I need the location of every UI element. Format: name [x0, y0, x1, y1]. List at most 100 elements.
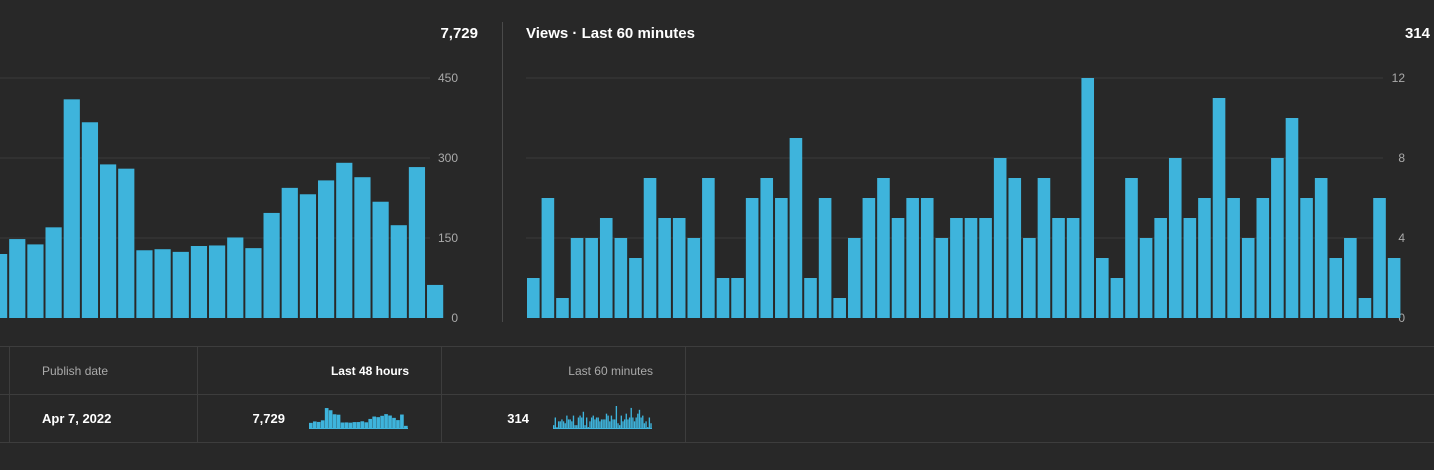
- bar[interactable]: [27, 244, 44, 318]
- bar[interactable]: [760, 178, 774, 318]
- sparkline-bar: [340, 422, 345, 429]
- bar[interactable]: [1329, 258, 1343, 318]
- bar[interactable]: [702, 178, 715, 318]
- bar[interactable]: [45, 227, 62, 318]
- sparkline-bar: [559, 421, 561, 429]
- header-last-48-hours[interactable]: Last 48 hours: [330, 364, 409, 378]
- bar[interactable]: [209, 245, 226, 318]
- bar[interactable]: [318, 180, 335, 318]
- column-divider: [441, 346, 442, 443]
- bar[interactable]: [1373, 198, 1386, 318]
- sparkline-bar: [556, 427, 558, 429]
- bar[interactable]: [408, 167, 426, 318]
- bar[interactable]: [599, 218, 613, 318]
- bar[interactable]: [731, 278, 744, 318]
- sparkline-bar: [348, 422, 353, 429]
- bar[interactable]: [629, 258, 642, 318]
- bar[interactable]: [775, 198, 788, 318]
- bar[interactable]: [614, 238, 628, 318]
- bar[interactable]: [527, 278, 540, 318]
- bar[interactable]: [818, 198, 832, 318]
- bar[interactable]: [862, 198, 876, 318]
- header-publish-date[interactable]: Publish date: [42, 364, 109, 378]
- bar[interactable]: [672, 218, 686, 318]
- bar[interactable]: [1212, 98, 1226, 318]
- bar[interactable]: [541, 198, 555, 318]
- bar[interactable]: [263, 212, 280, 318]
- cell-last-60-minutes-value: 314: [507, 411, 529, 426]
- bar[interactable]: [1066, 218, 1080, 318]
- bar[interactable]: [993, 158, 1007, 318]
- bar[interactable]: [906, 198, 919, 318]
- bar[interactable]: [950, 218, 963, 318]
- bar[interactable]: [0, 254, 8, 318]
- bar[interactable]: [100, 164, 117, 318]
- bar[interactable]: [1198, 198, 1211, 318]
- bar[interactable]: [227, 237, 244, 318]
- bar[interactable]: [935, 238, 949, 318]
- bar[interactable]: [877, 178, 890, 318]
- bar[interactable]: [1110, 278, 1124, 318]
- bar[interactable]: [390, 225, 407, 318]
- bar[interactable]: [643, 178, 657, 318]
- bar[interactable]: [245, 248, 262, 318]
- bar[interactable]: [556, 298, 569, 318]
- bar[interactable]: [336, 162, 353, 318]
- bar[interactable]: [299, 194, 317, 318]
- bar[interactable]: [570, 238, 584, 318]
- sparkline-bar: [605, 413, 608, 429]
- bar[interactable]: [1241, 238, 1255, 318]
- bar[interactable]: [585, 238, 598, 318]
- bar[interactable]: [979, 218, 992, 318]
- bar[interactable]: [172, 251, 189, 318]
- bar[interactable]: [716, 278, 730, 318]
- bar[interactable]: [745, 198, 759, 318]
- bar[interactable]: [964, 218, 978, 318]
- bar[interactable]: [281, 187, 298, 318]
- bar[interactable]: [1314, 178, 1328, 318]
- bar[interactable]: [1008, 178, 1022, 318]
- bar[interactable]: [1300, 198, 1313, 318]
- bar[interactable]: [789, 138, 803, 318]
- bar[interactable]: [1271, 158, 1284, 318]
- bar[interactable]: [190, 246, 208, 318]
- bar[interactable]: [136, 250, 153, 318]
- bar[interactable]: [1285, 118, 1299, 318]
- bar[interactable]: [1037, 178, 1051, 318]
- bar[interactable]: [1096, 258, 1109, 318]
- sparkline-bar: [607, 415, 609, 429]
- bar[interactable]: [9, 239, 26, 318]
- bar[interactable]: [658, 218, 671, 318]
- bar[interactable]: [354, 177, 371, 318]
- bar[interactable]: [1023, 238, 1036, 318]
- bar[interactable]: [427, 284, 444, 318]
- bar[interactable]: [1081, 78, 1095, 318]
- bar[interactable]: [847, 238, 861, 318]
- bar[interactable]: [1227, 198, 1240, 318]
- bar[interactable]: [1387, 258, 1401, 318]
- bar[interactable]: [1168, 158, 1182, 318]
- bar[interactable]: [63, 99, 80, 318]
- y-tick-label: 0: [451, 311, 458, 325]
- bar[interactable]: [1344, 238, 1357, 318]
- bar[interactable]: [687, 238, 701, 318]
- bar[interactable]: [372, 201, 389, 318]
- sparkline-bar: [623, 419, 626, 429]
- bar[interactable]: [1139, 238, 1153, 318]
- bar[interactable]: [1154, 218, 1167, 318]
- header-last-60-minutes[interactable]: Last 60 minutes: [568, 364, 653, 378]
- bar[interactable]: [81, 122, 99, 319]
- bar[interactable]: [920, 198, 934, 318]
- bar[interactable]: [891, 218, 905, 318]
- bar[interactable]: [1183, 218, 1197, 318]
- bar[interactable]: [1125, 178, 1138, 318]
- sparkline-bar: [647, 427, 649, 429]
- bar[interactable]: [1358, 298, 1372, 318]
- bar[interactable]: [154, 249, 171, 318]
- bar[interactable]: [118, 168, 135, 318]
- bar[interactable]: [804, 278, 817, 318]
- bar[interactable]: [833, 298, 846, 318]
- bar[interactable]: [1052, 218, 1065, 318]
- sparkline-bar: [602, 419, 604, 429]
- bar[interactable]: [1256, 198, 1270, 318]
